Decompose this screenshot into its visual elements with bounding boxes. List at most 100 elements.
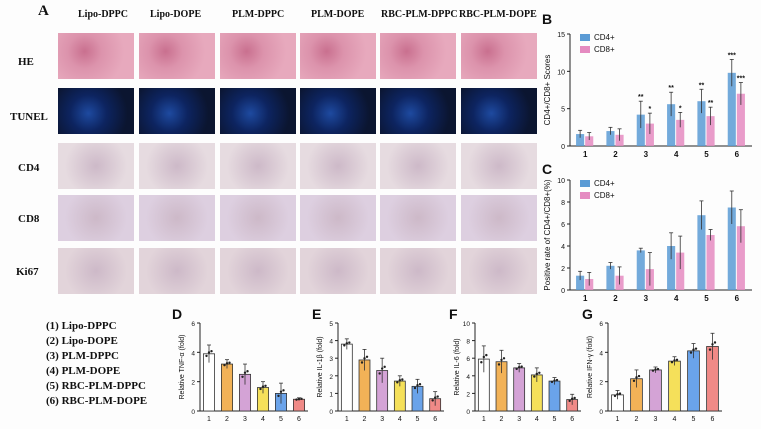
data-point bbox=[538, 371, 541, 375]
x-tick-label: 2 bbox=[613, 150, 618, 159]
x-tick-label: 6 bbox=[297, 416, 301, 423]
data-point bbox=[482, 355, 486, 359]
micrograph-tunel-2 bbox=[139, 88, 215, 134]
bar-CD4+ bbox=[667, 246, 676, 290]
y-axis-label: CD4+/CD8+ Scores bbox=[543, 55, 552, 126]
bar-CD8+ bbox=[706, 116, 715, 146]
bar-5 bbox=[548, 380, 561, 412]
x-tick-label: 5 bbox=[692, 416, 696, 423]
y-tick-label: 1 bbox=[329, 391, 333, 398]
y-tick-label: 10 bbox=[463, 321, 471, 328]
panel-label-f: F bbox=[449, 306, 458, 322]
y-tick-label: 6 bbox=[561, 222, 565, 229]
micrograph-cd8-5 bbox=[380, 195, 456, 241]
micrograph-cd8-4 bbox=[300, 195, 376, 241]
data-point bbox=[673, 359, 676, 362]
significance-mark: ** bbox=[699, 82, 705, 89]
x-tick-label: 1 bbox=[345, 416, 349, 423]
micrograph-cd8-1 bbox=[58, 195, 134, 241]
x-tick-label: 2 bbox=[613, 294, 618, 303]
data-point bbox=[360, 361, 364, 364]
data-point bbox=[295, 398, 298, 401]
x-tick-label: 3 bbox=[517, 416, 521, 423]
y-tick-label: 4 bbox=[561, 244, 565, 251]
data-point bbox=[618, 392, 622, 395]
y-tick-label: 0 bbox=[466, 409, 470, 416]
micrograph-ki67-1 bbox=[58, 248, 134, 294]
row-label-he: HE bbox=[18, 56, 34, 68]
y-tick-label: 2 bbox=[191, 380, 195, 387]
micrograph-tunel-1 bbox=[58, 88, 134, 134]
data-point bbox=[279, 390, 283, 393]
x-tick-label: 6 bbox=[735, 150, 740, 159]
bar-CD4+ bbox=[636, 114, 645, 146]
data-point bbox=[713, 341, 717, 344]
bar-CD4+ bbox=[727, 207, 736, 290]
micrograph-he-5 bbox=[380, 33, 456, 79]
data-point bbox=[365, 355, 369, 358]
row-label-tunel: TUNEL bbox=[10, 111, 48, 123]
data-point bbox=[259, 387, 262, 391]
data-point bbox=[515, 367, 518, 371]
bar-CD4+ bbox=[576, 275, 585, 290]
bar-CD8+ bbox=[736, 93, 745, 146]
y-tick-label: 4 bbox=[466, 374, 470, 381]
y-axis-label: Relative IFN-γ (fold) bbox=[587, 336, 594, 398]
data-point bbox=[517, 365, 521, 369]
micrograph-cd8-6 bbox=[461, 195, 537, 241]
micrograph-ki67-4 bbox=[300, 248, 376, 294]
data-point bbox=[654, 368, 657, 371]
panel-label-g: G bbox=[582, 306, 593, 322]
data-point bbox=[708, 348, 712, 351]
micrograph-tunel-3 bbox=[220, 88, 296, 134]
data-point bbox=[711, 343, 714, 346]
data-point bbox=[613, 394, 617, 398]
data-point bbox=[497, 363, 501, 366]
bar-CD4+ bbox=[667, 104, 676, 146]
significance-mark: * bbox=[649, 106, 652, 113]
data-point bbox=[223, 363, 226, 367]
micrograph-tunel-5 bbox=[380, 88, 456, 134]
x-tick-label: 1 bbox=[583, 150, 588, 159]
y-tick-label: 6 bbox=[191, 321, 195, 328]
data-point bbox=[550, 380, 554, 384]
y-tick-label: 2 bbox=[466, 391, 470, 398]
data-point bbox=[651, 369, 655, 372]
data-point bbox=[345, 342, 349, 345]
y-tick-label: 2 bbox=[329, 374, 333, 381]
significance-mark: ** bbox=[638, 94, 644, 101]
micrograph-cd4-3 bbox=[220, 143, 296, 189]
y-tick-label: 15 bbox=[557, 32, 565, 39]
data-point bbox=[502, 357, 506, 360]
x-tick-label: 2 bbox=[500, 416, 504, 423]
data-point bbox=[261, 385, 265, 388]
data-point bbox=[416, 384, 419, 387]
row-label-cd8: CD8 bbox=[18, 213, 40, 225]
data-point bbox=[433, 396, 437, 399]
y-tick-label: 0 bbox=[561, 144, 565, 151]
data-point bbox=[675, 358, 679, 362]
bar-1 bbox=[340, 343, 353, 412]
x-tick-label: 4 bbox=[674, 294, 679, 303]
micrograph-ki67-2 bbox=[139, 248, 215, 294]
data-point bbox=[616, 392, 619, 396]
y-tick-label: 4 bbox=[191, 350, 195, 357]
bar-CD8+ bbox=[706, 235, 715, 290]
data-point bbox=[500, 358, 503, 362]
panel-label-c: C bbox=[542, 161, 552, 177]
x-tick-label: 6 bbox=[711, 416, 715, 423]
y-axis-label: Relative TNF-α (fold) bbox=[179, 335, 186, 400]
bar-CD4+ bbox=[576, 134, 585, 146]
x-tick-label: 3 bbox=[644, 294, 649, 303]
data-point bbox=[225, 362, 229, 365]
x-tick-label: 4 bbox=[674, 150, 679, 159]
legend-item-4: (4) PLM-DOPE bbox=[46, 365, 121, 377]
data-point bbox=[343, 344, 346, 347]
data-point bbox=[568, 399, 571, 403]
legend-label: CD4+ bbox=[594, 33, 615, 42]
y-tick-label: 0 bbox=[599, 409, 603, 416]
y-tick-label: 8 bbox=[466, 339, 470, 346]
panel-label-e: E bbox=[312, 306, 321, 322]
legend-item-5: (5) RBC-PLM-DPPC bbox=[46, 380, 146, 392]
bar-CD8+ bbox=[676, 119, 685, 146]
